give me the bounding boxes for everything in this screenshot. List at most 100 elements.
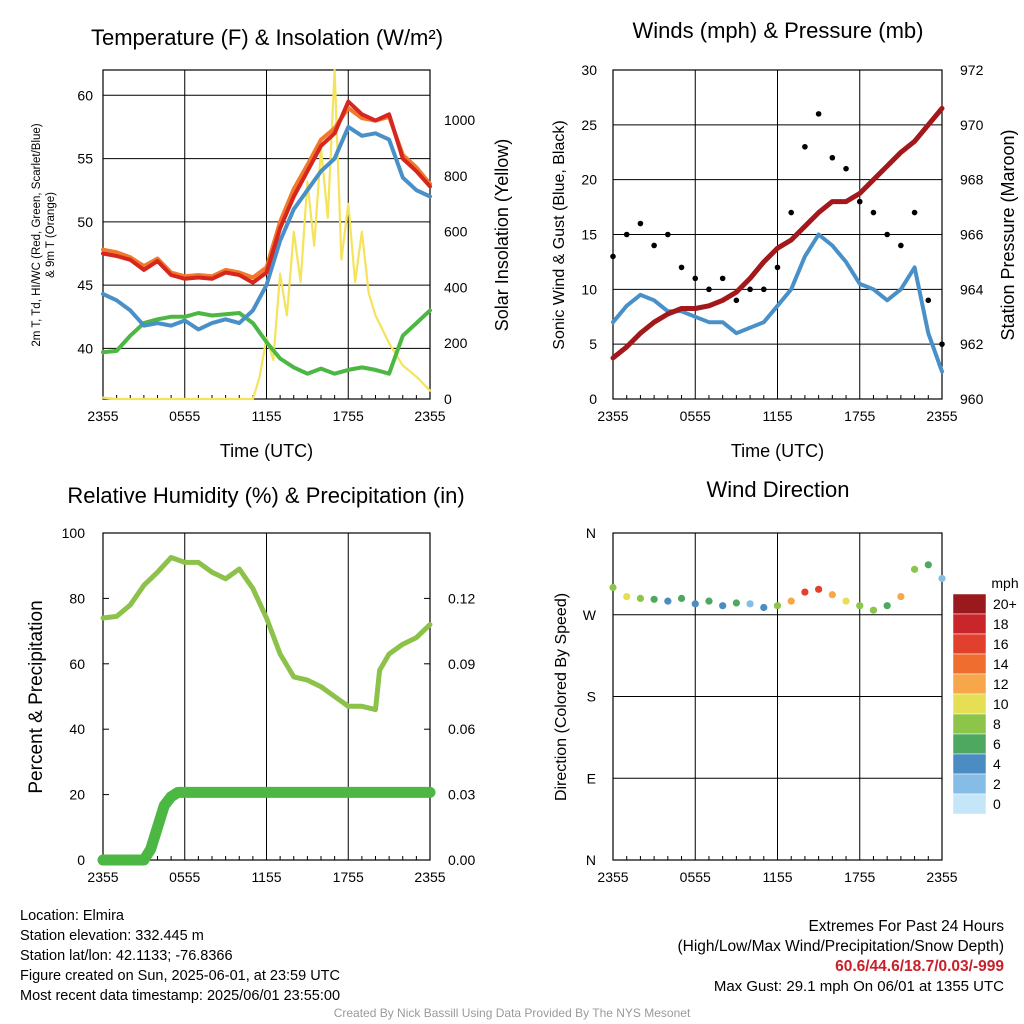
gust-point	[623, 231, 630, 238]
direction-point	[746, 600, 754, 608]
legend-title: mph	[991, 575, 1018, 591]
y-tick-label-right: 0	[444, 391, 452, 407]
y-tick-label-left: W	[583, 607, 597, 623]
winds-panel: 2355 0555 1155 1755 2355 Winds (mph) & Pressu…	[551, 18, 1018, 461]
legend-label: 18	[993, 616, 1009, 632]
gust-point	[843, 165, 849, 172]
wind-direction-panel: 2355 0555 1155 1755 2355 Wind Direction N W S E N D…	[553, 477, 1019, 885]
x-tick-label: 1755	[844, 408, 875, 424]
x-axis-label: Time (UTC)	[731, 441, 824, 461]
x-tick-label: 2355	[926, 869, 957, 885]
y-tick-label-left: S	[587, 689, 596, 705]
direction-point	[760, 603, 768, 612]
gust-point	[815, 111, 822, 117]
y-axis-label-left: Direction (Colored By Speed)	[553, 593, 570, 801]
direction-point	[609, 583, 617, 592]
x-tick-label: 1155	[762, 408, 792, 424]
direction-point	[842, 597, 850, 605]
y-tick-label-right: 968	[960, 172, 984, 188]
y-tick-label-right: 1000	[444, 112, 475, 128]
y-tick-label-left: 5	[589, 336, 597, 352]
y-tick-label-left: 60	[77, 87, 93, 103]
x-tick-label: 0555	[169, 869, 200, 885]
direction-point	[664, 597, 672, 605]
x-tick-label: 0555	[680, 869, 711, 885]
precip-line	[97, 786, 436, 866]
x-tick-label: 1755	[844, 869, 875, 885]
legend-swatch	[952, 593, 987, 615]
gust-point	[760, 286, 767, 293]
x-tick-label: 2355	[597, 408, 628, 424]
x-tick-label: 1155	[251, 408, 281, 424]
y-axis-label-right: Station Pressure (Maroon)	[998, 129, 1018, 340]
legend-swatch	[952, 693, 987, 715]
x-tick-label: 1755	[333, 408, 364, 424]
series-line-temp	[101, 99, 432, 285]
gust-point	[829, 154, 836, 161]
direction-point	[691, 600, 699, 608]
chart-title: Relative Humidity (%) & Precipitation (i…	[67, 483, 464, 508]
elevation-text: Station elevation: 332.445 m	[20, 928, 204, 944]
x-tick-label: 0555	[169, 408, 200, 424]
legend-swatch	[952, 713, 987, 735]
y-tick-label-left: 40	[77, 340, 93, 356]
gust-point	[911, 209, 918, 216]
gust-point	[884, 231, 890, 238]
direction-point	[650, 595, 658, 603]
y-tick-label-right: 400	[444, 279, 468, 295]
legend-label: 12	[993, 676, 1009, 692]
legend-label: 6	[993, 736, 1001, 752]
legend-swatch	[952, 753, 987, 775]
created-text: Figure created on Sun, 2025-06-01, at 23…	[20, 968, 340, 984]
direction-point	[801, 588, 809, 596]
y-tick-label-right: 966	[960, 227, 984, 243]
y-tick-label-left: 40	[69, 721, 85, 737]
gust-point	[719, 275, 726, 282]
y-tick-label-left: 60	[69, 656, 85, 672]
y-tick-label-left: 0	[77, 852, 85, 868]
y-axis-label-right: Solar Insolation (Yellow)	[492, 139, 512, 331]
y-tick-label-right: 964	[960, 281, 984, 297]
y-tick-label-left: 15	[581, 227, 597, 243]
gust-point	[856, 198, 863, 205]
y-tick-label-right: 972	[960, 62, 984, 78]
y-tick-label-left: 20	[69, 787, 85, 803]
y-axis-label-left: 2m T, Td, HI/WC (Red, Green, Scarlet/Blu…	[31, 123, 43, 346]
y-tick-label-right: 960	[960, 391, 984, 407]
legend-label: 20+	[993, 596, 1017, 612]
y-tick-label-left: 25	[581, 117, 597, 133]
legend-swatch	[952, 613, 987, 635]
rh-line	[100, 555, 433, 713]
legend-label: 10	[993, 696, 1009, 712]
direction-point	[883, 602, 891, 610]
y-tick-label-left: E	[587, 770, 596, 786]
direction-point	[732, 599, 740, 607]
x-tick-label: 2355	[926, 408, 957, 424]
gust-point	[939, 341, 945, 347]
y-tick-label-left: 0	[589, 391, 597, 407]
y-tick-label-left: 10	[581, 281, 597, 297]
direction-point	[910, 565, 919, 573]
y-tick-label-right: 200	[444, 335, 468, 351]
y-tick-label-right: 970	[960, 117, 984, 133]
max-gust-text: Max Gust: 29.1 mph On 06/01 at 1355 UTC	[713, 978, 1004, 995]
y-tick-label-right: 0.06	[448, 721, 475, 737]
gust-point	[651, 242, 657, 249]
direction-point	[815, 585, 823, 593]
direction-point	[623, 592, 631, 601]
gust-point	[870, 209, 877, 216]
y-tick-label-left: 45	[77, 277, 93, 293]
y-tick-label-left: 50	[77, 214, 93, 230]
series-line-scarlet	[101, 124, 432, 332]
legend-swatch	[952, 793, 987, 815]
direction-point	[636, 594, 645, 603]
direction-point	[773, 602, 782, 610]
legend-label: 4	[993, 756, 1001, 772]
x-tick-label: 2355	[414, 869, 445, 885]
x-tick-label: 1155	[251, 869, 281, 885]
gust-point	[774, 264, 781, 271]
y-tick-label-left: 100	[62, 525, 86, 541]
x-tick-label: 0555	[680, 408, 711, 424]
y-tick-label-right: 0.09	[448, 656, 475, 672]
gust-point	[678, 264, 685, 271]
